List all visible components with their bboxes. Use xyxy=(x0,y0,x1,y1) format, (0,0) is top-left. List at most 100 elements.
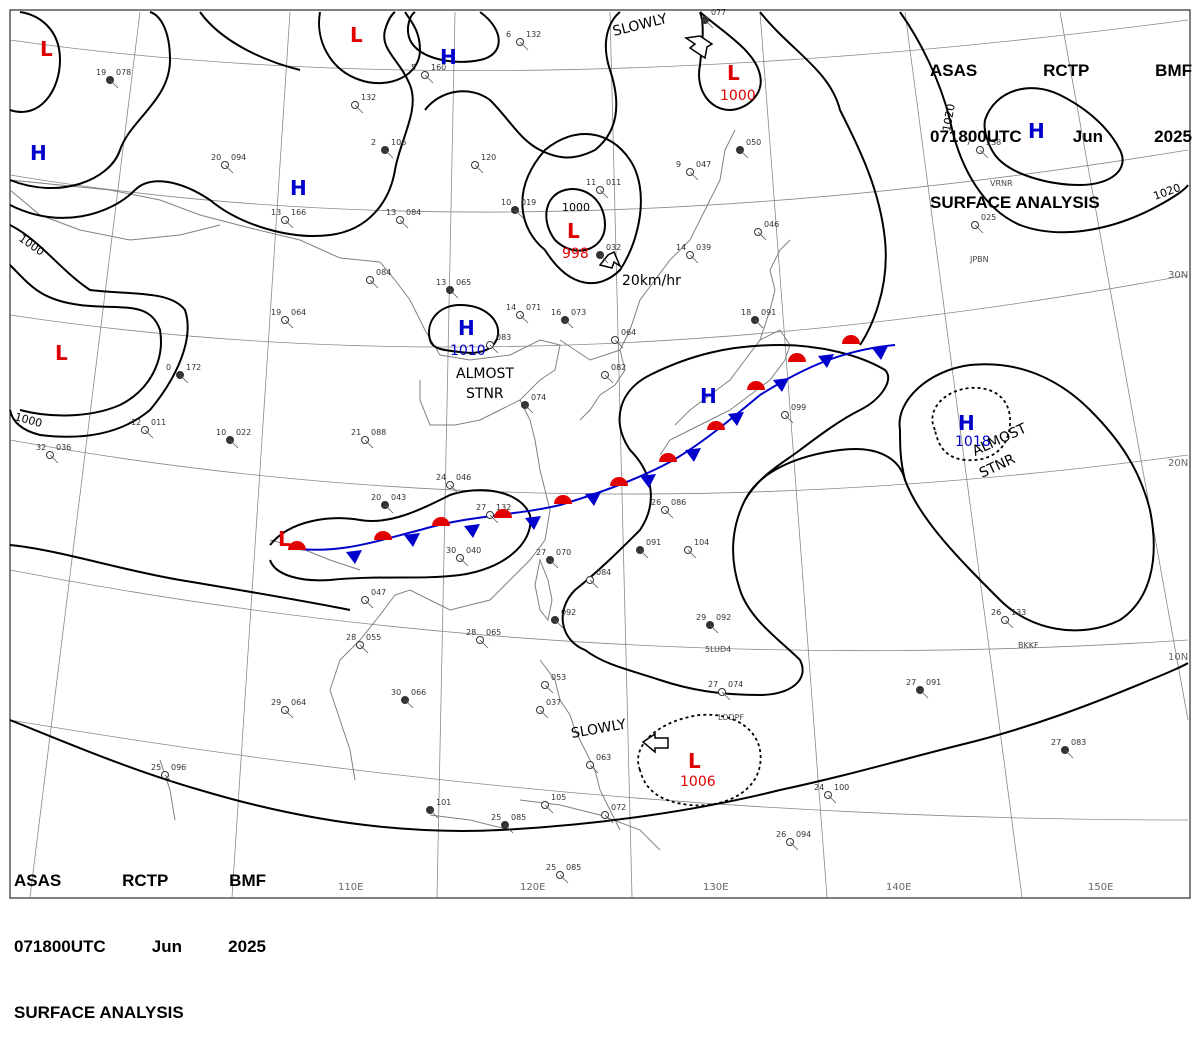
wind-barb-icon xyxy=(449,289,459,299)
station-pressure: 085 xyxy=(566,863,581,872)
header-year: 2025 xyxy=(228,937,266,956)
station-pressure: 101 xyxy=(436,798,451,807)
station-plot: 104 xyxy=(684,538,709,559)
cold-front-triangle xyxy=(872,346,888,360)
wind-barb-icon xyxy=(974,224,984,234)
station-pressure: 104 xyxy=(694,538,709,547)
station-pressure: 083 xyxy=(1071,738,1086,747)
station-temperature: 7 xyxy=(966,138,971,147)
station-pressure: 039 xyxy=(696,243,711,252)
station-pressure: 086 xyxy=(671,498,686,507)
station-pressure: 172 xyxy=(186,363,201,372)
station-plot: 2 106 xyxy=(371,138,406,159)
station-pressure: 025 xyxy=(981,213,996,222)
station-plot: 13 065 xyxy=(436,278,471,299)
station-pressure: 132 xyxy=(496,503,511,512)
longitude-lines xyxy=(29,11,1189,898)
lon-label: 120E xyxy=(520,882,545,893)
high-pressure-value: 1010 xyxy=(450,343,486,359)
station-temperature: 27 xyxy=(536,548,546,557)
station-temperature: 27 xyxy=(708,680,718,689)
station-pressure: 099 xyxy=(791,403,806,412)
lat-label: 20N xyxy=(1168,458,1188,469)
cold-front-triangle xyxy=(464,524,480,538)
wind-barb-icon xyxy=(404,699,414,709)
warm-front-semicircle xyxy=(494,509,512,518)
station-plot: 074 xyxy=(521,393,546,414)
station-plot: 063 xyxy=(586,753,611,774)
station-pressure: 037 xyxy=(546,698,561,707)
wind-barb-icon xyxy=(109,79,119,89)
station-pressure: 083 xyxy=(496,333,511,342)
header-year: 2025 xyxy=(1154,127,1192,146)
wind-barb-icon xyxy=(229,439,239,449)
station-plot: 046 xyxy=(754,220,779,241)
wind-barb-icon xyxy=(549,559,559,569)
wind-barb-icon xyxy=(284,219,294,229)
station-plot: 27 091 xyxy=(906,678,941,699)
lon-label: 130E xyxy=(703,882,728,893)
wind-barb-icon xyxy=(687,549,697,559)
lat-label: 30N xyxy=(1168,270,1188,281)
cold-front-triangle xyxy=(640,474,656,488)
station-plot: 14 039 xyxy=(676,243,711,264)
station-temperature: 25 xyxy=(491,813,501,822)
cold-front-triangle xyxy=(728,412,744,426)
station-plot: 10 022 xyxy=(216,428,251,449)
station-plot: 037 xyxy=(536,698,561,719)
station-temperature: 6 xyxy=(506,30,511,39)
wind-barb-icon xyxy=(757,231,767,241)
station-pressure: 132 xyxy=(361,93,376,102)
wind-barb-icon xyxy=(689,171,699,181)
station-temperature: 13 xyxy=(271,208,281,217)
station-plot: 120 xyxy=(471,153,496,174)
wind-barb-icon xyxy=(827,794,837,804)
station-pressure: 092 xyxy=(561,608,576,617)
wind-barb-icon xyxy=(449,484,459,494)
station-plot: 025 xyxy=(971,213,996,234)
wind-barb-icon xyxy=(369,279,379,289)
station-temperature: 26 xyxy=(776,830,786,839)
low-pressure-value: 998 xyxy=(562,246,589,262)
station-pressure: 074 xyxy=(531,393,546,402)
station-pressure: 043 xyxy=(391,493,406,502)
station-id: JPBN xyxy=(969,255,989,264)
wind-barb-icon xyxy=(739,149,749,159)
station-plot: 27 070 xyxy=(536,548,571,569)
station-pressure: 040 xyxy=(466,546,481,555)
station-temperature: 21 xyxy=(351,428,361,437)
station-pressure: 084 xyxy=(596,568,611,577)
station-pressure: 070 xyxy=(556,548,571,557)
station-pressure: 064 xyxy=(291,308,306,317)
station-pressure: 096 xyxy=(171,763,186,772)
warm-front-semicircle xyxy=(659,453,677,462)
station-pressure: 077 xyxy=(711,8,726,17)
header-title: SURFACE ANALYSIS xyxy=(14,1003,184,1022)
station-plot: 16 073 xyxy=(551,308,586,329)
station-plot: 084 xyxy=(366,268,391,289)
movement-arrow-icon xyxy=(598,250,622,269)
lon-label: 150E xyxy=(1088,882,1113,893)
station-temperature: 25 xyxy=(546,863,556,872)
wind-barb-icon xyxy=(614,339,624,349)
header-time: 071800UTC xyxy=(930,127,1022,146)
almost-stnr-label: ALMOST xyxy=(456,366,514,382)
lon-label: 140E xyxy=(886,882,911,893)
station-temperature: 18 xyxy=(741,308,751,317)
station-id: VRNR xyxy=(990,179,1013,188)
station-plot: 27 074 xyxy=(708,680,743,701)
station-temperature: 27 xyxy=(906,678,916,687)
lon-label: 110E xyxy=(338,882,363,893)
station-plot: 26 094 xyxy=(776,830,811,851)
wind-barb-icon xyxy=(359,644,369,654)
station-temperature: 24 xyxy=(436,473,446,482)
station-pressure: 120 xyxy=(481,153,496,162)
wind-barb-icon xyxy=(474,164,484,174)
high-pressure-symbol: H xyxy=(458,316,475,340)
wind-barb-icon xyxy=(364,439,374,449)
cold-front-triangle xyxy=(773,378,789,392)
high-pressure-symbol: H xyxy=(1028,119,1045,143)
wind-barb-icon xyxy=(544,804,554,814)
coastlines xyxy=(9,129,791,851)
